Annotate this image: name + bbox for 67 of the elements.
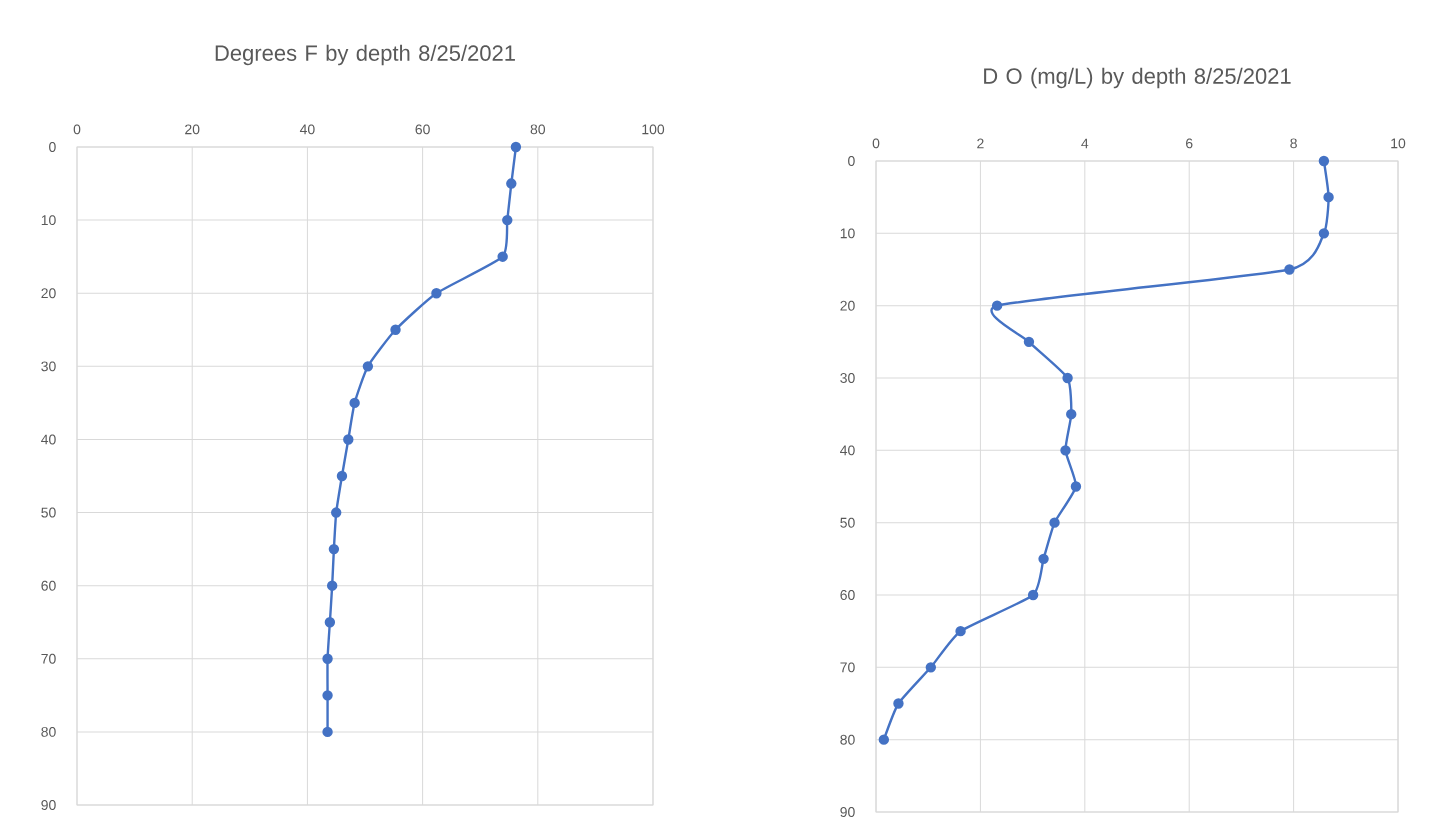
y-tick-label: 20 <box>41 288 56 299</box>
point <box>1318 155 1330 167</box>
point <box>1038 553 1049 565</box>
y-tick-label: 10 <box>41 215 56 226</box>
x-tick-label: 4 <box>1081 138 1089 149</box>
point <box>1023 336 1035 348</box>
x-tick-label: 0 <box>73 124 81 135</box>
point <box>431 288 442 299</box>
point <box>1323 191 1334 203</box>
y-tick-label: 80 <box>41 726 56 737</box>
point <box>349 397 360 409</box>
point <box>362 361 374 372</box>
point <box>328 543 340 555</box>
x-tick-label: 20 <box>185 124 200 135</box>
x-tick-label: 80 <box>530 124 546 135</box>
point <box>1284 264 1295 275</box>
y-tick-label: 30 <box>41 361 56 372</box>
point <box>322 690 333 701</box>
x-tick-label: 6 <box>1186 138 1193 149</box>
point <box>343 434 354 445</box>
point <box>1066 408 1077 420</box>
x-tick-label: 0 <box>872 138 880 149</box>
point <box>322 653 333 664</box>
point <box>326 580 338 591</box>
point <box>1070 481 1082 492</box>
point <box>322 726 333 738</box>
y-tick-label: 70 <box>840 662 855 673</box>
x-tick-label: 100 <box>642 124 665 135</box>
x-tick-label: 10 <box>1391 138 1406 149</box>
y-tick-label: 70 <box>41 653 56 664</box>
chart-title: D O (mg/L) by depth 8/25/2021 <box>984 67 1291 89</box>
x-tick-label: 60 <box>415 124 430 135</box>
y-tick-label: 90 <box>840 807 855 817</box>
y-tick-label: 60 <box>840 590 855 600</box>
point <box>1318 228 1330 239</box>
point <box>878 734 890 745</box>
point <box>1049 517 1060 528</box>
x-tick-label: 8 <box>1290 138 1297 149</box>
y-tick-label: 30 <box>840 373 855 383</box>
point <box>510 141 522 153</box>
point <box>502 214 513 226</box>
y-tick-label: 40 <box>41 434 56 445</box>
point <box>497 251 508 262</box>
y-tick-label: 40 <box>840 445 855 456</box>
y-tick-label: 90 <box>41 800 56 810</box>
point <box>893 698 904 709</box>
y-tick-label: 80 <box>840 734 855 745</box>
chart-title: Degrees F by depth 8/25/2021 <box>215 44 515 66</box>
y-tick-label: 0 <box>848 156 855 166</box>
point <box>336 470 348 482</box>
x-tick-label: 2 <box>977 138 984 149</box>
point <box>324 617 336 628</box>
point <box>925 662 937 673</box>
point <box>991 300 1003 311</box>
y-tick-label: 20 <box>840 300 855 311</box>
y-tick-label: 10 <box>840 228 855 239</box>
point <box>1062 372 1073 384</box>
point <box>955 625 966 637</box>
point <box>1060 445 1071 456</box>
point <box>331 507 342 518</box>
point <box>390 324 401 335</box>
point <box>1027 589 1039 601</box>
y-tick-label: 50 <box>840 517 855 528</box>
y-tick-label: 50 <box>41 507 56 518</box>
point <box>506 178 517 189</box>
y-tick-label: 60 <box>41 580 56 591</box>
x-tick-label: 40 <box>299 124 315 135</box>
